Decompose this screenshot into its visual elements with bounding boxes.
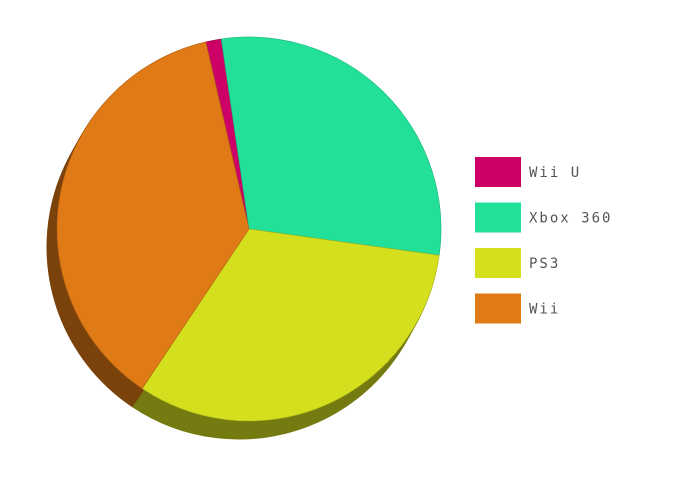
legend-item-ps3: PS3 <box>475 248 560 278</box>
legend-label-ps3: PS3 <box>529 256 560 272</box>
legend-label-xbox-360: Xbox 360 <box>529 211 612 227</box>
pie-slice-layer <box>56 36 442 422</box>
legend-swatch-wii <box>475 293 521 324</box>
legend-item-wii-u: Wii U <box>475 157 581 187</box>
legend-label-wii-u: Wii U <box>529 165 581 181</box>
pie-slice-xbox-360 <box>220 36 442 256</box>
pie-slice-ps3 <box>141 228 440 422</box>
pie-slice-wii <box>56 41 250 389</box>
legend: Wii U Xbox 360 PS3 Wii <box>475 157 612 324</box>
legend-swatch-wii-u <box>475 157 521 187</box>
legend-swatch-xbox-360 <box>475 202 521 233</box>
legend-item-wii: Wii <box>475 293 560 324</box>
legend-item-xbox-360: Xbox 360 <box>475 202 612 233</box>
legend-swatch-ps3 <box>475 248 521 278</box>
legend-label-wii: Wii <box>529 302 560 318</box>
